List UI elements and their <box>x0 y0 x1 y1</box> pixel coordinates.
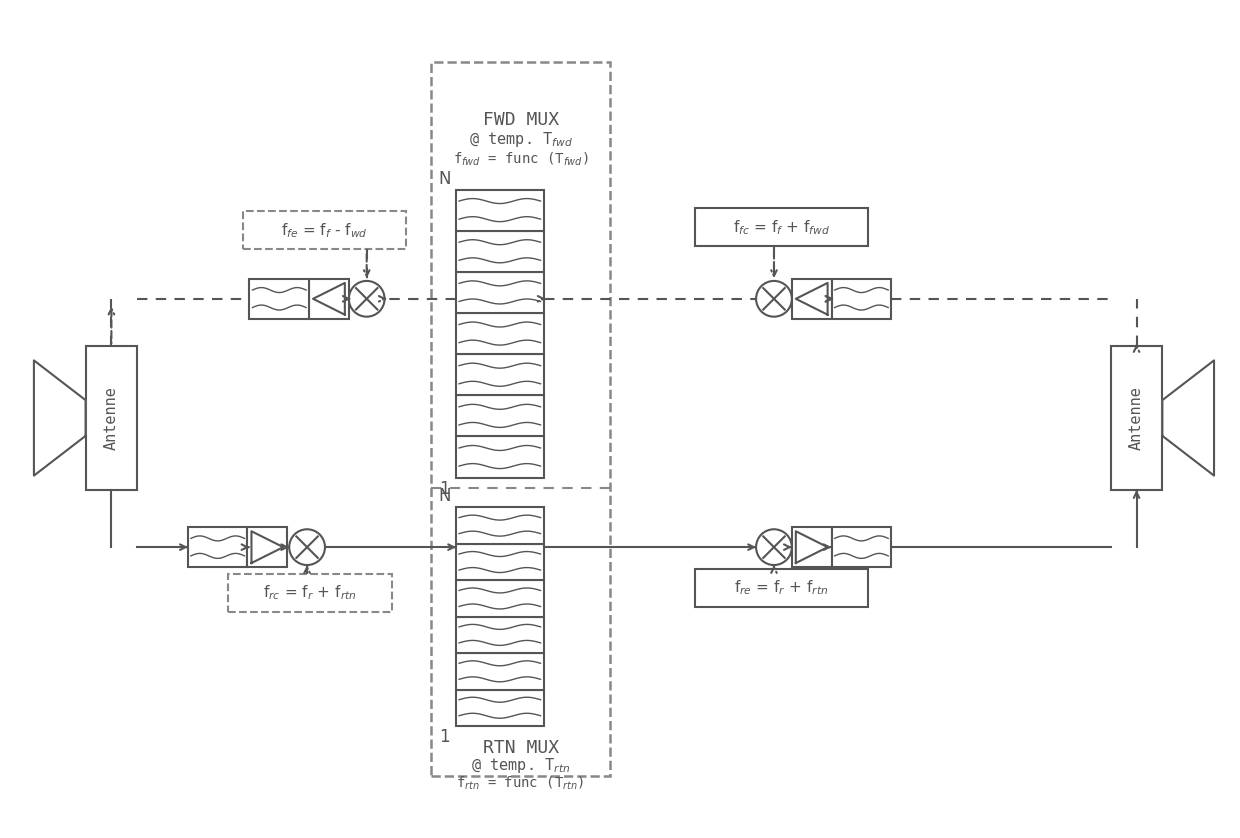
Text: Antenne: Antenne <box>104 386 119 450</box>
Bar <box>456 653 543 690</box>
Bar <box>456 189 543 230</box>
Bar <box>188 527 248 567</box>
Bar <box>456 272 543 313</box>
Text: f$_{rc}$ = f$_r$ + f$_{rtn}$: f$_{rc}$ = f$_r$ + f$_{rtn}$ <box>263 583 356 603</box>
Text: f$_{re}$ = f$_r$ + f$_{rtn}$: f$_{re}$ = f$_r$ + f$_{rtn}$ <box>734 578 828 597</box>
Circle shape <box>348 281 384 317</box>
Bar <box>86 346 138 490</box>
Bar <box>694 569 868 607</box>
Bar <box>432 62 610 776</box>
Bar <box>309 279 348 318</box>
Bar <box>248 527 288 567</box>
Bar <box>792 279 832 318</box>
Bar <box>228 574 392 612</box>
Bar <box>792 527 832 567</box>
Bar <box>456 544 543 580</box>
Text: @ temp. T$_{rtn}$: @ temp. T$_{rtn}$ <box>471 756 570 775</box>
Text: 1: 1 <box>439 479 449 498</box>
Text: FWD MUX: FWD MUX <box>482 111 559 129</box>
Text: f$_{fc}$ = f$_f$ + f$_{fwd}$: f$_{fc}$ = f$_f$ + f$_{fwd}$ <box>733 218 830 236</box>
Text: RTN MUX: RTN MUX <box>482 739 559 757</box>
Text: f$_{rtn}$ = func (T$_{rtn}$): f$_{rtn}$ = func (T$_{rtn}$) <box>456 775 585 792</box>
Bar <box>832 279 892 318</box>
Text: 1: 1 <box>439 728 449 746</box>
Bar <box>243 211 407 249</box>
Bar <box>249 279 309 318</box>
Bar <box>456 690 543 726</box>
Bar <box>456 508 543 544</box>
Polygon shape <box>33 360 86 476</box>
Text: N: N <box>438 488 450 505</box>
Polygon shape <box>1162 360 1214 476</box>
Bar <box>456 617 543 653</box>
Text: @ temp. T$_{fwd}$: @ temp. T$_{fwd}$ <box>469 131 573 149</box>
Circle shape <box>756 530 792 565</box>
Bar <box>456 313 543 354</box>
Bar <box>456 354 543 396</box>
Text: f$_{fwd}$ = func (T$_{fwd}$): f$_{fwd}$ = func (T$_{fwd}$) <box>453 151 589 168</box>
Bar <box>456 437 543 478</box>
Bar <box>456 396 543 437</box>
Text: Antenne: Antenne <box>1130 386 1145 450</box>
Text: f$_{fe}$ = f$_f$ - f$_{wd}$: f$_{fe}$ = f$_f$ - f$_{wd}$ <box>281 221 368 240</box>
Bar <box>456 230 543 272</box>
Bar <box>832 527 892 567</box>
Circle shape <box>756 281 792 317</box>
Circle shape <box>289 530 325 565</box>
Bar <box>1111 346 1162 490</box>
Bar <box>694 209 868 246</box>
Text: N: N <box>438 169 450 188</box>
Bar <box>456 580 543 617</box>
